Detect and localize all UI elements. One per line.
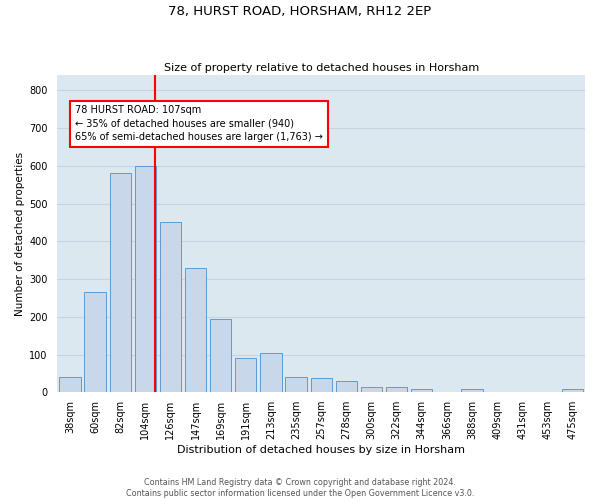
Bar — [59, 377, 80, 392]
Y-axis label: Number of detached properties: Number of detached properties — [15, 152, 25, 316]
Bar — [311, 378, 332, 392]
Bar — [361, 386, 382, 392]
Bar — [210, 318, 232, 392]
Bar — [260, 354, 281, 393]
Bar — [185, 268, 206, 392]
Bar — [562, 390, 583, 392]
Bar — [286, 377, 307, 392]
Title: Size of property relative to detached houses in Horsham: Size of property relative to detached ho… — [164, 63, 479, 73]
Text: Contains HM Land Registry data © Crown copyright and database right 2024.
Contai: Contains HM Land Registry data © Crown c… — [126, 478, 474, 498]
Bar — [235, 358, 256, 392]
Bar — [160, 222, 181, 392]
Bar — [461, 388, 482, 392]
Bar — [411, 388, 433, 392]
Bar — [85, 292, 106, 392]
Bar — [110, 174, 131, 392]
Text: 78, HURST ROAD, HORSHAM, RH12 2EP: 78, HURST ROAD, HORSHAM, RH12 2EP — [169, 5, 431, 18]
Text: 78 HURST ROAD: 107sqm
← 35% of detached houses are smaller (940)
65% of semi-det: 78 HURST ROAD: 107sqm ← 35% of detached … — [75, 106, 323, 142]
Bar — [386, 386, 407, 392]
Bar — [335, 381, 357, 392]
Bar — [134, 166, 156, 392]
X-axis label: Distribution of detached houses by size in Horsham: Distribution of detached houses by size … — [177, 445, 465, 455]
